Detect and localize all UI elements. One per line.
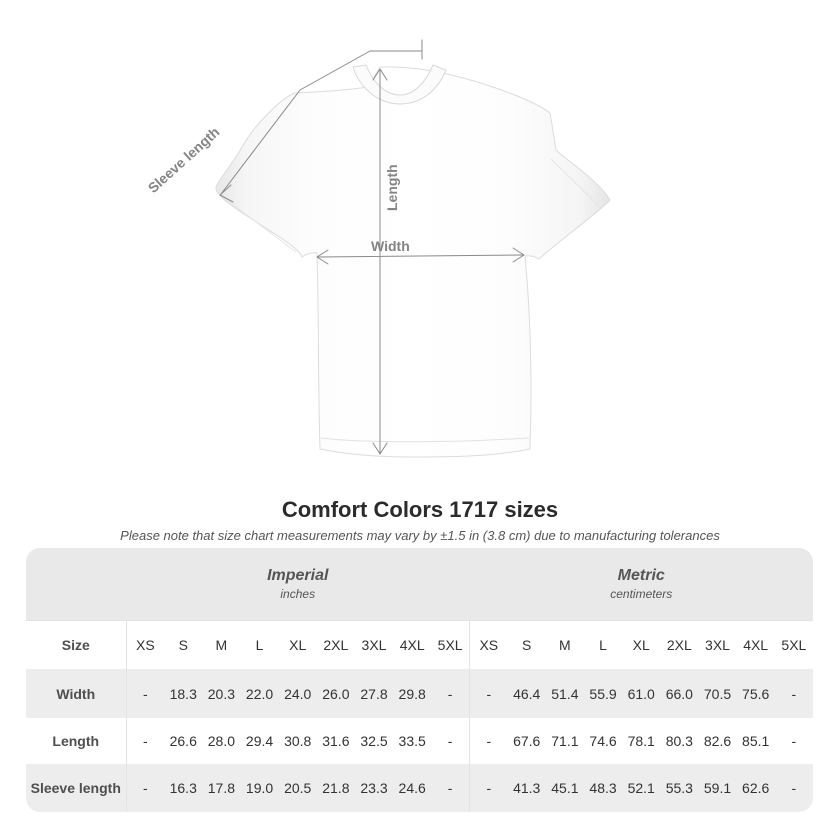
svg-text:Width: Width <box>371 238 410 254</box>
